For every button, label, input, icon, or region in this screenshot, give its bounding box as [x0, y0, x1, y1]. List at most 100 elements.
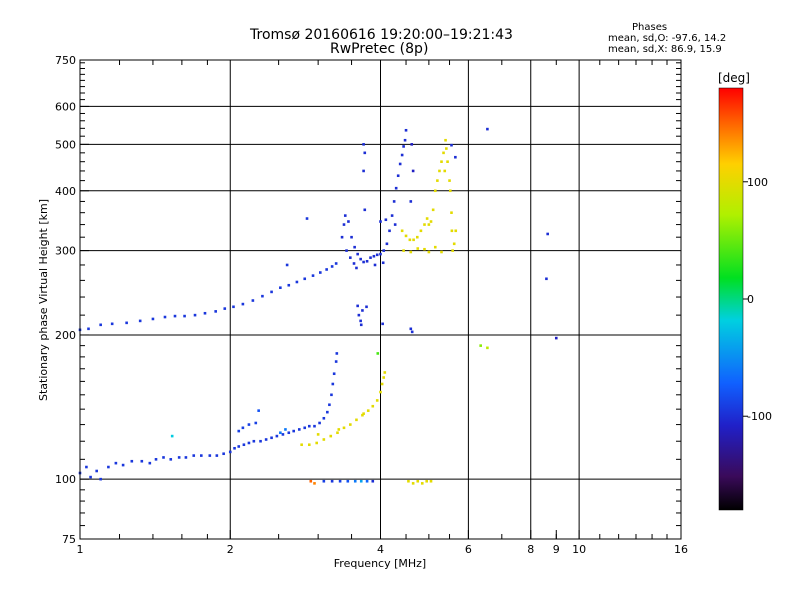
data-point — [325, 268, 328, 271]
data-point — [163, 315, 167, 319]
data-point — [445, 147, 448, 150]
data-point — [361, 309, 364, 312]
data-point — [222, 452, 225, 456]
data-point — [394, 186, 398, 190]
data-point — [371, 404, 375, 408]
y-tick-label: 500 — [55, 138, 76, 151]
data-point — [448, 179, 451, 182]
data-point — [223, 307, 227, 310]
data-point — [331, 382, 335, 386]
data-point — [95, 469, 98, 473]
data-point — [410, 330, 414, 334]
data-point — [373, 263, 377, 267]
y-tick-label: 750 — [55, 54, 76, 67]
data-point — [409, 327, 413, 331]
data-point — [281, 433, 285, 436]
data-point — [318, 271, 322, 274]
data-point — [410, 143, 414, 146]
x-tick-label: 9 — [553, 543, 560, 556]
data-point — [121, 463, 125, 467]
phases-x-stats: mean, sd,X: 86.9, 15.9 — [608, 44, 722, 55]
data-point — [151, 317, 155, 321]
data-point — [398, 162, 402, 166]
data-point — [87, 327, 90, 331]
data-point — [241, 302, 245, 306]
chart-title-line2: RwPretec (8p) — [330, 41, 429, 57]
data-points — [78, 127, 558, 485]
data-point — [356, 252, 359, 256]
data-point — [409, 250, 413, 254]
data-point — [545, 277, 548, 281]
data-point — [392, 200, 396, 203]
data-point — [309, 479, 313, 483]
data-point — [89, 475, 92, 479]
data-point — [257, 409, 260, 412]
data-point — [214, 310, 217, 313]
data-point — [148, 461, 152, 465]
data-point — [279, 431, 282, 435]
y-tick-label: 300 — [55, 245, 76, 258]
data-point — [192, 454, 196, 457]
x-tick-label: 1 — [77, 543, 84, 556]
data-point — [352, 262, 356, 265]
data-point — [233, 446, 236, 450]
data-point — [400, 229, 404, 233]
data-point — [411, 169, 415, 173]
data-point — [416, 247, 420, 250]
data-point — [193, 313, 197, 317]
y-tick-label: 200 — [55, 329, 76, 342]
colorbar-label: [deg] — [718, 71, 750, 85]
data-point — [307, 424, 311, 428]
data-point — [365, 479, 369, 483]
data-point — [429, 220, 433, 223]
data-point — [359, 323, 363, 327]
data-point — [362, 143, 365, 146]
data-point — [357, 313, 361, 317]
data-point — [215, 454, 219, 457]
data-point — [342, 223, 346, 226]
data-point — [362, 169, 365, 173]
data-point — [431, 208, 435, 212]
data-point — [350, 235, 353, 239]
data-point — [355, 418, 358, 422]
data-point — [208, 454, 212, 457]
chart-title-line1: Tromsø 20160616 19:20:00–19:21:43 — [250, 27, 513, 43]
data-point — [247, 441, 251, 445]
data-point — [353, 245, 356, 249]
data-point — [330, 479, 334, 483]
colorbar-tick-label: -100 — [747, 410, 772, 423]
data-point — [419, 229, 423, 233]
data-point — [409, 200, 413, 203]
data-point — [379, 252, 382, 256]
data-point — [313, 482, 316, 485]
data-point — [330, 265, 334, 268]
data-point — [99, 323, 102, 327]
data-point — [237, 445, 241, 448]
y-tick-label: 100 — [55, 473, 76, 486]
data-point — [279, 286, 282, 290]
data-point — [332, 372, 336, 376]
data-point — [340, 235, 344, 239]
data-point — [382, 376, 386, 379]
data-point — [342, 426, 346, 430]
data-point — [366, 409, 370, 412]
data-point — [355, 266, 358, 270]
data-point — [200, 454, 203, 457]
data-point — [375, 253, 379, 257]
data-point — [454, 229, 458, 233]
colorbar — [718, 87, 744, 511]
data-point — [287, 431, 291, 435]
data-point — [114, 461, 118, 465]
data-point — [383, 371, 387, 374]
data-point — [322, 479, 326, 483]
data-point — [442, 151, 445, 155]
data-point — [305, 217, 309, 220]
data-point — [203, 311, 207, 315]
data-point — [554, 336, 558, 340]
data-point — [154, 458, 158, 461]
data-point — [284, 428, 287, 431]
data-point — [369, 256, 372, 259]
data-point — [396, 174, 400, 178]
data-point — [423, 247, 426, 251]
data-point — [415, 235, 419, 239]
